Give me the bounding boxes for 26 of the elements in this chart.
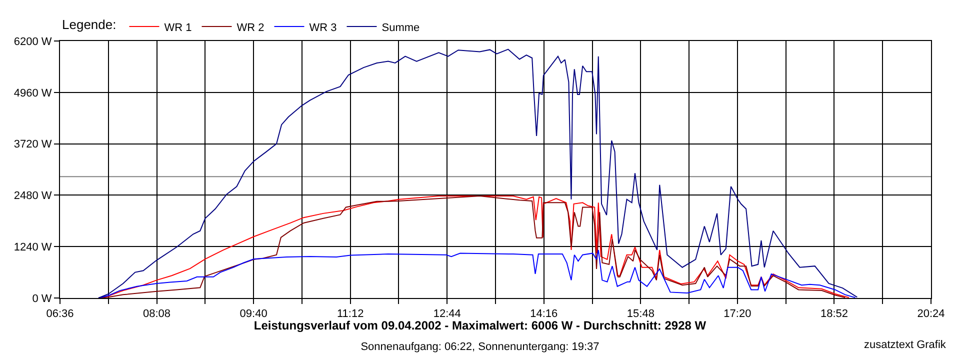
legend-label: WR 1	[164, 22, 192, 34]
x-tick-label: 20:24	[917, 308, 945, 320]
x-tick-label: 15:48	[626, 308, 654, 320]
x-tick-label: 14:16	[530, 308, 558, 320]
line-series	[98, 249, 856, 298]
text: Leistungsverlauf vom 09.04.2002 - Maximalwert: 6006 W - Durchschnitt: 2928 W	[254, 318, 707, 332]
x-tick-label: 11:12	[336, 308, 364, 320]
x-tick-label: 12:44	[433, 308, 461, 320]
legend-label: Summe	[382, 22, 420, 34]
y-tick-label: 1240 W	[14, 241, 52, 254]
y-tick-label: 3720 W	[14, 138, 52, 151]
x-tick-label: 18:52	[820, 308, 848, 320]
legend-label: WR 2	[236, 22, 264, 34]
y-tick-label: 4960 W	[14, 87, 52, 100]
legend-label: WR 3	[309, 22, 337, 34]
text: zusatztext Grafik	[864, 339, 946, 351]
y-tick-label: 2480 W	[14, 190, 52, 202]
y-tick-label: 0 W	[32, 292, 52, 305]
text: Sonnenaufgang: 06:22, Sonnenuntergang: 19:37	[360, 341, 600, 353]
x-tick-label: 17:20	[724, 308, 752, 320]
line-series	[98, 48, 858, 298]
legend-title: Legende:	[62, 16, 116, 32]
x-tick-label: 09:40	[240, 308, 268, 320]
x-tick-label: 08:08	[143, 308, 171, 320]
x-tick-label: 06:36	[46, 308, 74, 320]
y-tick-label: 6200 W	[14, 36, 52, 48]
